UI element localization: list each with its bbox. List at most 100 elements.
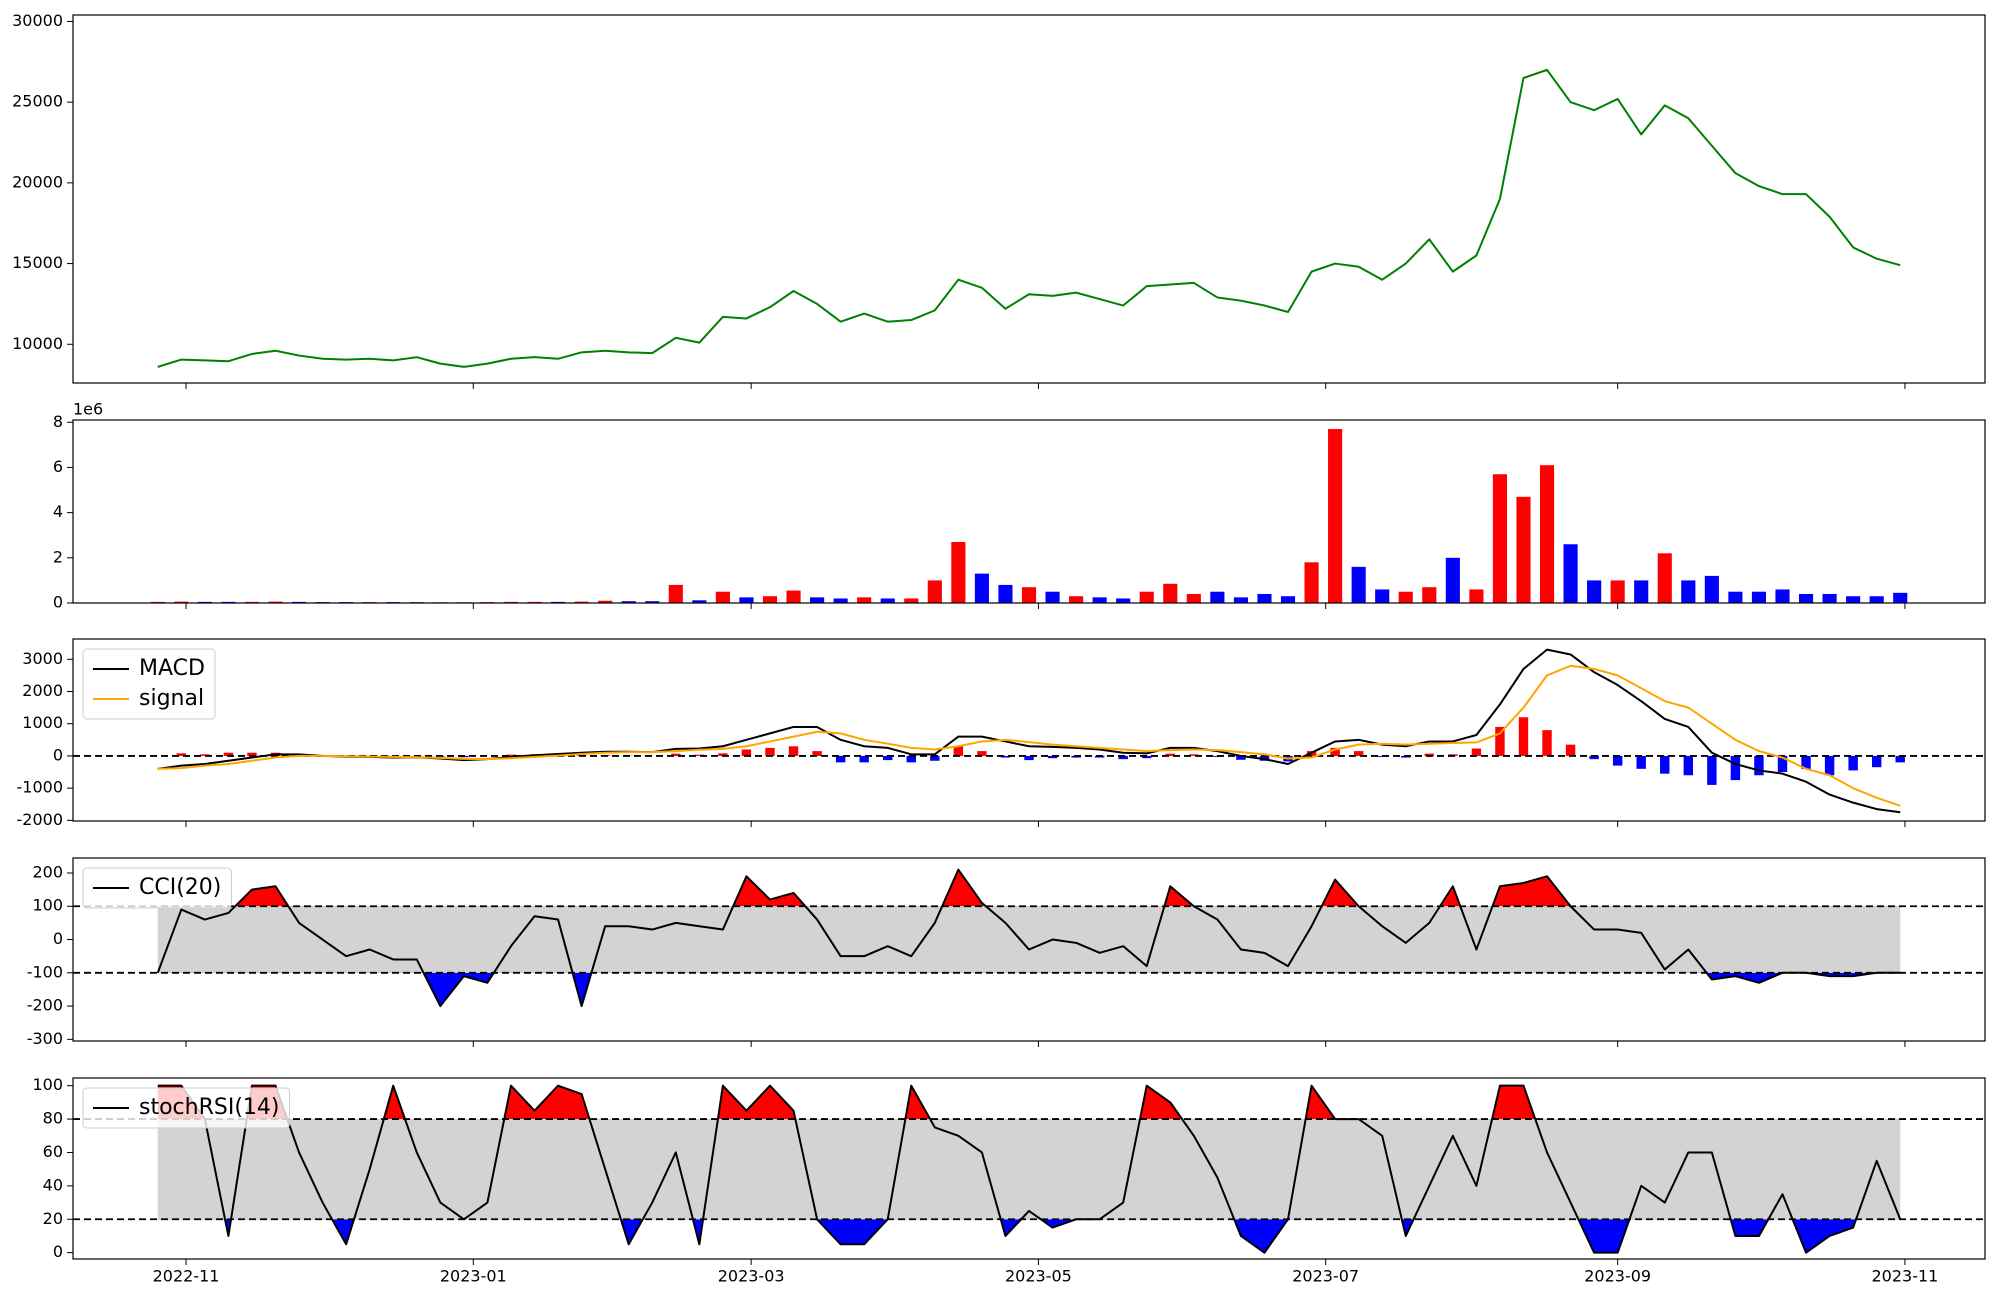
legend-label: CCI(20) xyxy=(139,875,221,900)
volume-bar xyxy=(904,598,919,603)
volume-bar xyxy=(951,542,966,603)
volume-bar xyxy=(1163,583,1178,603)
histogram-bar xyxy=(1024,755,1034,761)
axis-offset-label: 1e6 xyxy=(73,400,103,419)
axes-frame xyxy=(72,419,1986,604)
histogram-bar xyxy=(1589,755,1599,760)
volume-bar xyxy=(1539,465,1555,603)
volume-bar xyxy=(1587,580,1602,603)
histogram-bar xyxy=(694,754,705,756)
volume-bar xyxy=(1563,544,1578,603)
histogram-bar xyxy=(1189,754,1199,756)
histogram-bar xyxy=(176,753,187,756)
panel-3-plot xyxy=(73,868,1985,1008)
y-tick-label: 100 xyxy=(32,896,63,915)
legend-label: MACD xyxy=(139,656,205,681)
histogram-bar xyxy=(223,752,234,756)
volume-bar xyxy=(1657,553,1672,603)
y-tick-label: 2 xyxy=(53,547,63,566)
x-tick-label: 2023-07 xyxy=(1292,1267,1359,1286)
histogram-bar xyxy=(741,749,752,756)
histogram-bar xyxy=(1142,755,1152,759)
volume-bar xyxy=(1069,596,1084,603)
volume-bar xyxy=(645,601,660,603)
x-tick-label: 2023-01 xyxy=(440,1267,507,1286)
volume-bar xyxy=(1798,593,1814,603)
neutral-band xyxy=(157,1119,1901,1220)
y-tick-label: -200 xyxy=(27,996,63,1015)
y-tick-label: 4 xyxy=(53,502,63,521)
volume-bar xyxy=(786,590,801,603)
histogram-bar xyxy=(1612,755,1623,766)
histogram-bar xyxy=(1000,755,1011,758)
oversold-fill xyxy=(225,1219,1857,1253)
y-tick-label: 1000 xyxy=(22,713,63,732)
volume-bar xyxy=(1846,596,1861,603)
histogram-bar xyxy=(1895,755,1905,763)
volume-bar xyxy=(668,584,683,603)
y-tick-label: 20 xyxy=(43,1209,63,1228)
series-line xyxy=(157,664,1901,807)
volume-bar xyxy=(927,580,942,603)
histogram-bar xyxy=(506,754,516,756)
histogram-bar xyxy=(977,751,987,756)
volume-bar xyxy=(1021,587,1037,603)
volume-bar xyxy=(1610,580,1625,603)
volume-bar xyxy=(1869,596,1884,603)
volume-bar xyxy=(1422,587,1437,603)
histogram-bar xyxy=(1871,755,1882,768)
volume-bar xyxy=(574,601,589,603)
histogram-bar xyxy=(1047,755,1058,759)
histogram-bar xyxy=(883,755,893,761)
histogram-bar xyxy=(953,746,964,756)
histogram-bar xyxy=(906,755,916,763)
series-line xyxy=(157,68,1901,368)
volume-bar xyxy=(174,601,189,603)
axes-frame xyxy=(72,14,1986,384)
volume-bar xyxy=(1704,575,1719,603)
volume-bar xyxy=(1116,598,1131,603)
histogram-bar xyxy=(859,755,869,763)
volume-bar xyxy=(1469,589,1484,603)
x-tick-label: 2023-09 xyxy=(1584,1267,1651,1286)
axes-frame xyxy=(72,857,1986,1042)
histogram-bar xyxy=(1542,730,1552,756)
axes-frame xyxy=(72,1077,1986,1260)
series-line xyxy=(156,868,1901,1008)
legend: MACD signal xyxy=(82,648,216,720)
y-tick-label: 6 xyxy=(53,457,63,476)
histogram-bar xyxy=(1236,755,1246,760)
x-tick-label: 2023-03 xyxy=(718,1267,785,1286)
volume-bar xyxy=(1728,591,1743,603)
panel-4-plot xyxy=(73,1084,1985,1254)
volume-bar xyxy=(1257,593,1272,603)
volume-bar xyxy=(762,596,778,603)
series-line xyxy=(157,648,1901,814)
volume-bar xyxy=(880,598,895,603)
y-tick-label: -2000 xyxy=(17,810,64,829)
histogram-bar xyxy=(1660,755,1670,774)
y-tick-label: 200 xyxy=(32,862,63,881)
volume-bar xyxy=(1092,597,1107,603)
histogram-bar xyxy=(718,753,728,756)
volume-bar xyxy=(598,600,613,603)
histogram-bar xyxy=(765,747,775,756)
histogram-bar xyxy=(1495,726,1505,756)
histogram-bar xyxy=(1777,755,1788,773)
volume-bar xyxy=(268,601,283,603)
volume-bar xyxy=(998,584,1013,603)
y-tick-label: 8 xyxy=(53,412,63,431)
histogram-bar xyxy=(1636,755,1646,769)
volume-bar xyxy=(1751,591,1767,603)
histogram-bar xyxy=(1801,755,1811,769)
histogram-bar xyxy=(1518,717,1529,756)
legend-label: stochRSI(14) xyxy=(139,1095,280,1120)
y-tick-label: 0 xyxy=(53,1242,63,1261)
volume-bar xyxy=(1681,580,1696,603)
volume-bar xyxy=(857,597,872,603)
volume-bar xyxy=(1186,593,1201,603)
panel-0-plot xyxy=(157,68,1901,368)
y-tick-label: -100 xyxy=(27,962,63,981)
y-tick-label: 0 xyxy=(53,929,63,948)
